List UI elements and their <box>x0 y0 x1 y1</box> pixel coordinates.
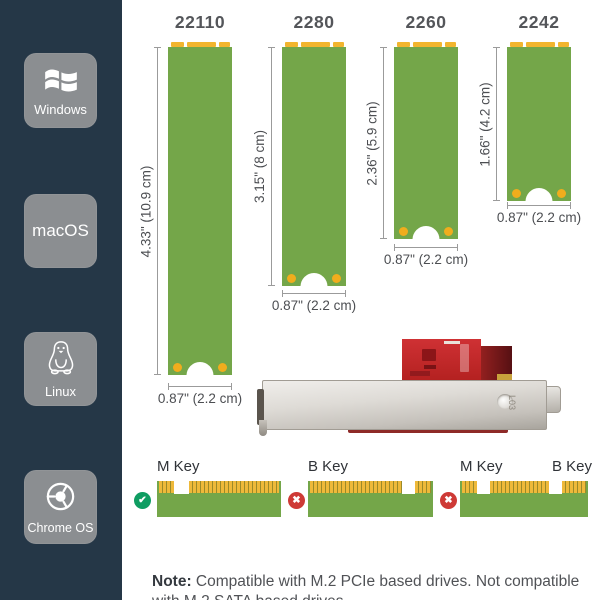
gold-pad <box>187 42 216 47</box>
windows-logo-icon <box>43 65 79 100</box>
drive-22110-length-label: 4.33" (10.9 cm) <box>138 165 154 257</box>
linux-penguin-icon <box>42 339 80 382</box>
os-label-chrome-os: Chrome OS <box>27 520 94 535</box>
drive-2242-name: 2242 <box>518 12 560 32</box>
drive-2280-length-dimension-line <box>268 47 275 286</box>
os-tile-linux: Linux <box>24 332 97 406</box>
screw-notch <box>186 362 214 375</box>
cross-icon <box>288 492 305 509</box>
key-notch <box>402 481 415 494</box>
gold-pad <box>171 42 184 47</box>
os-label-linux: Linux <box>44 384 77 399</box>
note-label: Note: <box>152 572 192 590</box>
screw-notch <box>525 188 553 201</box>
adapter-bracket-hook <box>259 420 267 436</box>
m-key-connector <box>157 481 281 517</box>
mount-hole-dot <box>173 363 182 372</box>
os-label-macos: macOS <box>32 221 89 240</box>
mount-hole-dot <box>399 227 408 236</box>
adapter-red-pcb <box>402 339 481 383</box>
gold-fingers <box>310 481 402 493</box>
mb-key-m-label: M Key <box>460 458 503 475</box>
adapter-bracket-end <box>257 389 264 425</box>
gold-pad <box>333 42 344 47</box>
os-compatibility-sidebar: Windows macOS Linux <box>0 0 122 600</box>
gold-fingers <box>189 481 279 493</box>
key-notch <box>174 481 189 494</box>
gold-fingers <box>159 481 174 493</box>
adapter-gold-edge <box>497 374 512 380</box>
adapter-bracket-tab <box>546 386 561 413</box>
os-label-windows: Windows <box>34 101 87 117</box>
mount-hole-dot <box>512 189 521 198</box>
drive-2242-width-label: 0.87" (2.2 cm) <box>496 210 582 225</box>
check-icon <box>134 492 151 509</box>
os-tile-chrome-os: Chrome OS <box>24 470 97 544</box>
key-notch <box>477 481 490 494</box>
mb-key-b-label: B Key <box>552 458 593 475</box>
drive-22110-name: 22110 <box>174 12 226 32</box>
gold-pad <box>413 42 442 47</box>
drive-2280-card <box>282 42 346 286</box>
drive-2242-length-dimension-line <box>493 47 500 201</box>
m-plus-b-key-connector <box>460 481 588 517</box>
drive-22110-width-label: 0.87" (2.2 cm) <box>157 391 243 406</box>
drive-22110-card <box>168 42 232 375</box>
mount-hole-dot <box>557 189 566 198</box>
drive-2242-card <box>507 42 571 201</box>
drive-2280-length-label: 3.15" (8 cm) <box>252 129 268 204</box>
note-line1: Compatible with M.2 PCIe based drives. N… <box>195 572 580 590</box>
drive-2260-length-dimension-line <box>380 47 387 239</box>
os-tile-macos: macOS <box>24 194 97 268</box>
adapter-screw-hole <box>497 394 513 409</box>
drive-2242-length-label: 1.66" (4.2 cm) <box>477 81 493 167</box>
screw-notch <box>300 273 328 286</box>
drive-2260-length-label: 2.36" (5.9 cm) <box>364 100 380 186</box>
drive-2242-width-dimension-line <box>507 202 571 209</box>
drive-2260-width-dimension-line <box>394 244 458 251</box>
os-tile-windows: Windows <box>24 53 97 128</box>
key-notch <box>549 481 562 494</box>
drive-2280-width-dimension-line <box>282 290 346 297</box>
drive-2280-width-label: 0.87" (2.2 cm) <box>271 298 357 313</box>
gold-pad <box>445 42 456 47</box>
gold-fingers <box>462 481 477 493</box>
drive-2260-width-label: 0.87" (2.2 cm) <box>383 252 469 267</box>
mount-hole-dot <box>444 227 453 236</box>
gold-pad <box>285 42 298 47</box>
chrome-logo-icon <box>44 480 77 518</box>
drive-2260-name: 2260 <box>405 12 447 32</box>
gold-fingers <box>415 481 431 493</box>
drive-2260-card <box>394 42 458 239</box>
mount-hole-dot <box>218 363 227 372</box>
adapter-bracket-marking: L03 <box>507 395 517 411</box>
mount-hole-dot <box>332 274 341 283</box>
gold-pad <box>526 42 555 47</box>
m-key-label: M Key <box>157 458 200 475</box>
mount-hole-dot <box>287 274 296 283</box>
gold-pad <box>219 42 230 47</box>
screw-notch <box>412 226 440 239</box>
gold-pad <box>510 42 523 47</box>
cross-icon <box>440 492 457 509</box>
b-key-label: B Key <box>308 458 349 475</box>
compatibility-note: Note: Compatible with M.2 PCIe based dri… <box>152 572 592 600</box>
note-line2: with M.2 SATA based drives. <box>152 593 348 600</box>
gold-fingers <box>562 481 586 493</box>
gold-pad <box>558 42 569 47</box>
drive-22110-length-dimension-line <box>154 47 161 375</box>
gold-fingers <box>490 481 549 493</box>
gold-pad <box>301 42 330 47</box>
drive-2280-name: 2280 <box>293 12 335 32</box>
gold-pad <box>397 42 410 47</box>
drive-22110-width-dimension-line <box>168 383 232 390</box>
b-key-connector <box>308 481 433 517</box>
